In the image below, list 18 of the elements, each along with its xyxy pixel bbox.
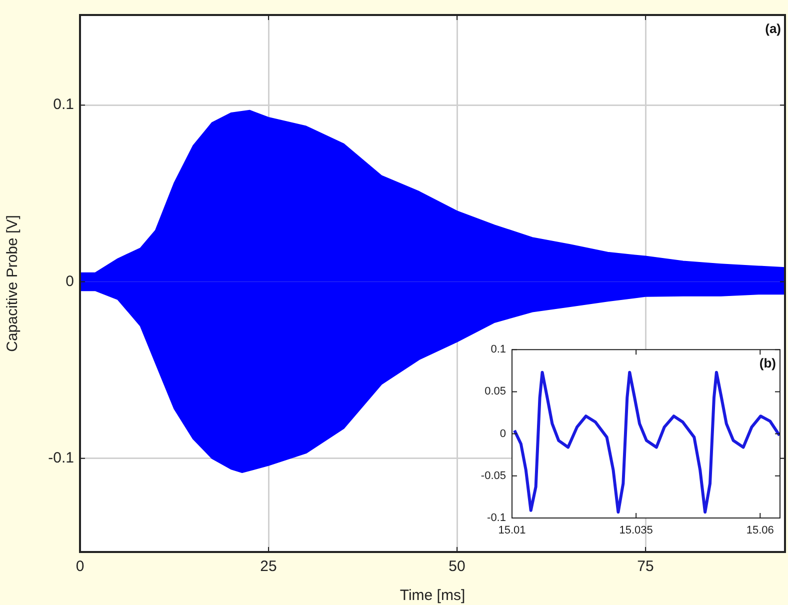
x-tick-label: 75: [637, 558, 654, 576]
y-tick-label: 0: [66, 272, 74, 290]
y-tick-label: 0.1: [490, 344, 506, 356]
y-tick-label: 0.05: [484, 386, 506, 398]
x-tick-label: 50: [448, 558, 466, 576]
y-axis-title: Capacitive Probe [V]: [4, 215, 22, 352]
x-tick-label: 15.06: [746, 524, 774, 537]
y-tick-label: 0: [500, 428, 506, 440]
y-tick-label: -0.1: [487, 512, 506, 524]
x-tick-label: 15.035: [619, 524, 653, 537]
x-axis-title: Time [ms]: [400, 587, 466, 604]
y-tick-label: -0.1: [48, 450, 74, 467]
y-tick-label: -0.05: [480, 470, 506, 482]
annotation: (a): [765, 21, 781, 36]
x-tick-label: 25: [260, 558, 277, 576]
y-tick-label: 0.1: [53, 96, 74, 114]
x-tick-label: 15.01: [498, 524, 526, 537]
annotation: (b): [759, 356, 776, 371]
